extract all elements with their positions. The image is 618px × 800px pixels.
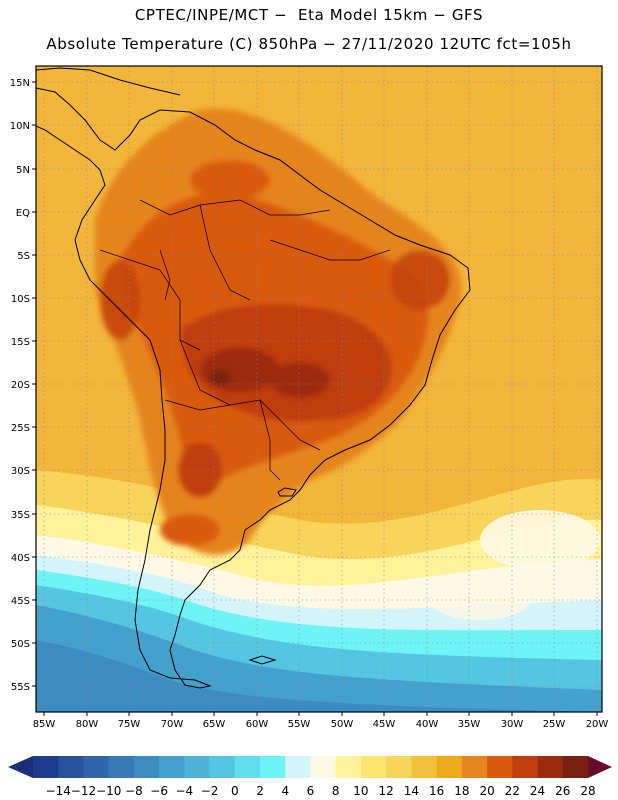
colorbar-label: −8 [125, 784, 143, 798]
country-borders [99, 199, 391, 481]
colorbar-label: 16 [429, 784, 444, 798]
colorbar-label: 12 [379, 784, 394, 798]
temperature-field [36, 66, 602, 712]
lat-label: EQ [16, 208, 30, 219]
lon-ticks [43, 712, 598, 716]
lat-label: 50S [11, 639, 30, 650]
lon-label: 60W [246, 719, 269, 730]
colorbar-label: 0 [231, 784, 239, 798]
lat-label: 15S [11, 337, 30, 348]
colorbar-label: −12 [71, 784, 96, 798]
lon-label: 50W [331, 719, 354, 730]
lon-label: 25W [543, 719, 566, 730]
colorbar-label: 6 [307, 784, 315, 798]
colorbar-swatch [285, 756, 311, 778]
colorbar-label: 26 [555, 784, 570, 798]
lat-label: 15N [10, 78, 30, 89]
colorbar-label: 4 [281, 784, 289, 798]
colorbar-swatch [335, 756, 362, 778]
chart-title-line-1: CPTEC/INPE/MCT − Eta Model 15km − GFS [134, 6, 484, 24]
colorbar-label: −14 [46, 784, 71, 798]
colorbar-right-arrow [588, 756, 612, 778]
lon-label: 20W [586, 719, 609, 730]
lat-ticks [32, 81, 36, 687]
colorbar-swatch [386, 756, 412, 778]
colorbar-swatch [360, 756, 387, 778]
colorbar-swatch [33, 756, 59, 778]
lon-label: 65W [203, 719, 226, 730]
colorbar-label: 18 [454, 784, 469, 798]
colorbar-swatch [58, 756, 84, 778]
lat-label: 45S [11, 596, 30, 607]
coastline [36, 67, 471, 689]
lat-label: 5S [17, 251, 30, 262]
longitude-labels: 85W 80W 75W 70W 65W 60W 55W 50W 45W 40W … [33, 719, 609, 730]
chart-title-line-2: Absolute Temperature (C) 850hPa − 27/11/… [46, 35, 572, 53]
colorbar-swatch [184, 756, 210, 778]
lon-label: 85W [33, 719, 56, 730]
colorbar-swatch [234, 756, 261, 778]
colorbar-swatch [260, 756, 286, 778]
colorbar-label: −6 [150, 784, 168, 798]
lat-label: 5N [16, 165, 30, 176]
lon-label: 55W [288, 719, 311, 730]
lon-label: 40W [416, 719, 439, 730]
lat-label: 10S [11, 294, 30, 305]
lat-label: 40S [11, 553, 30, 564]
lon-label: 70W [161, 719, 184, 730]
lat-label: 30S [11, 466, 30, 477]
lat-label: 55S [11, 682, 30, 693]
lat-label: 20S [11, 380, 30, 391]
colorbar-label: −10 [96, 784, 121, 798]
colorbar-swatch [133, 756, 160, 778]
colorbar-label: 28 [580, 784, 595, 798]
map-frame [35, 65, 603, 713]
colorbar-swatch [83, 756, 109, 778]
colorbar-swatch [411, 756, 437, 778]
colorbar-swatch [487, 756, 513, 778]
colorbar-label: 22 [505, 784, 520, 798]
lon-label: 35W [458, 719, 481, 730]
lon-label: 30W [501, 719, 524, 730]
colorbar-left-arrow [8, 756, 33, 778]
colorbar-swatch [562, 756, 589, 778]
lon-label: 80W [76, 719, 99, 730]
colorbar-label: 10 [353, 784, 368, 798]
lon-label: 75W [118, 719, 141, 730]
latitude-labels: 15N 10N 5N EQ 5S 10S 15S 20S 25S 30S 35S… [10, 78, 30, 693]
colorbar-label: 20 [479, 784, 494, 798]
lon-label: 45W [373, 719, 396, 730]
colorbar-label: 14 [404, 784, 419, 798]
colorbar-swatch [108, 756, 135, 778]
lat-label: 35S [11, 510, 30, 521]
colorbar-label: 2 [256, 784, 264, 798]
colorbar-swatch [512, 756, 538, 778]
colorbar-swatch [537, 756, 564, 778]
colorbar-swatch [159, 756, 185, 778]
colorbar-swatch [436, 756, 463, 778]
colorbar-label: −4 [176, 784, 194, 798]
colorbar-swatch [461, 756, 488, 778]
lat-label: 25S [11, 423, 30, 434]
colorbar: −14 −12 −10 −8 −6 −4 −2 0 2 4 6 8 10 12 14 16 18 20 22 24 26… [8, 756, 612, 798]
colorbar-label: 8 [332, 784, 340, 798]
colorbar-swatch [310, 756, 337, 778]
lat-label: 10N [10, 121, 30, 132]
colorbar-label: 24 [530, 784, 545, 798]
colorbar-swatch [209, 756, 236, 778]
colorbar-label: −2 [201, 784, 219, 798]
